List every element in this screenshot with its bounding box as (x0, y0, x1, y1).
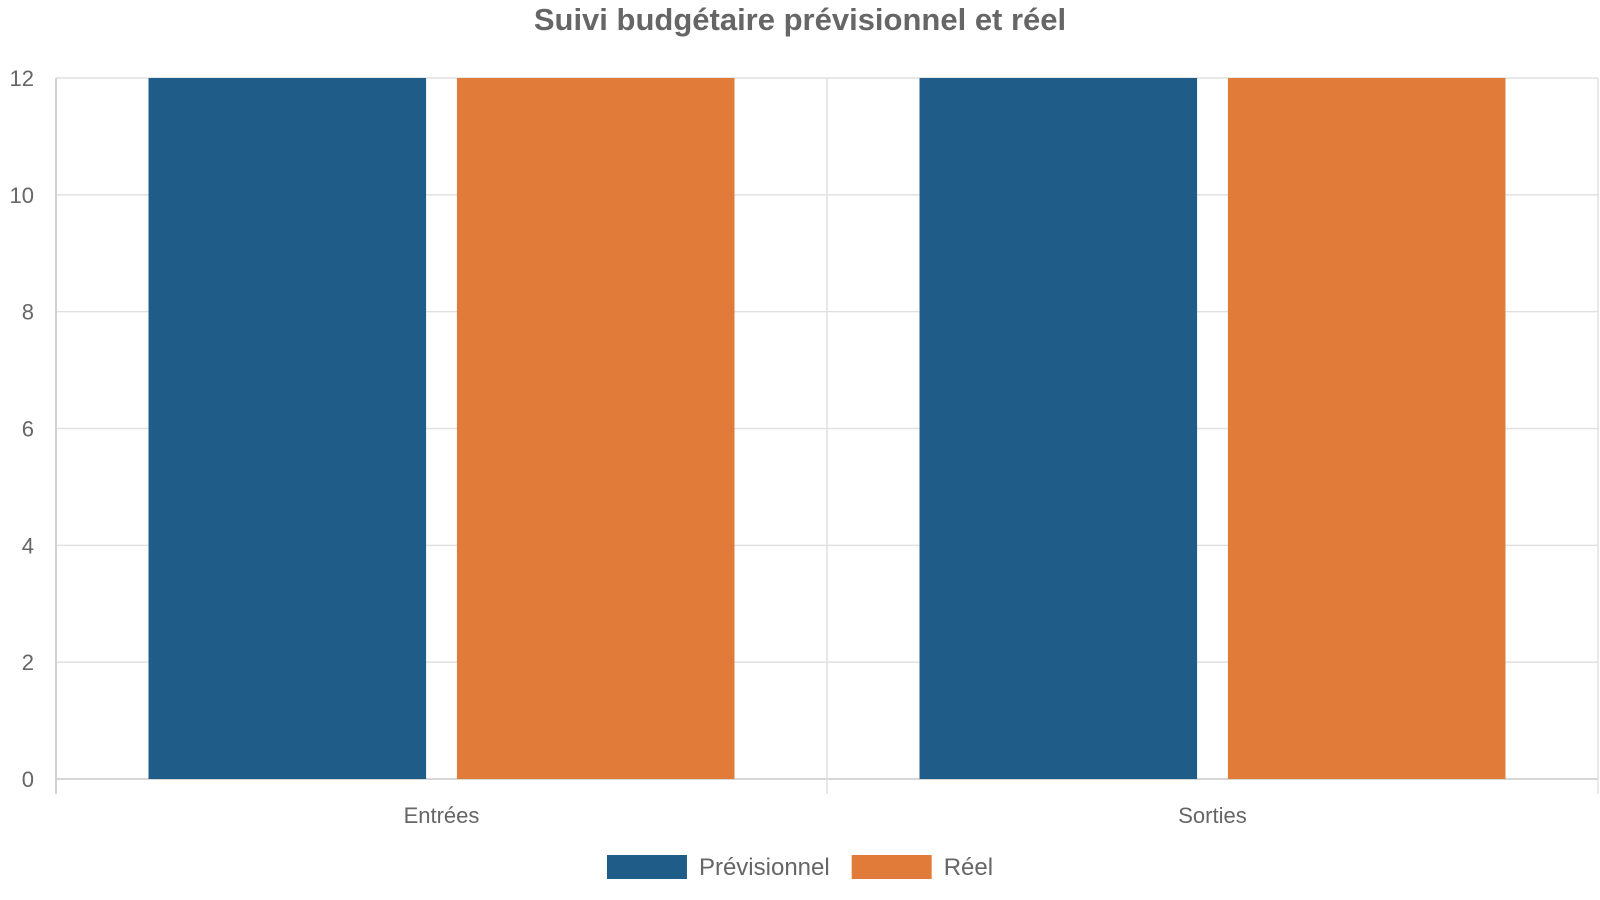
legend: Prévisionnel Réel (606, 854, 993, 881)
y-tick-label: 8 (22, 300, 34, 325)
chart-title: Suivi budgétaire prévisionnel et réel (534, 2, 1066, 37)
legend-swatch (606, 855, 687, 879)
x-tick-label: Sorties (1178, 803, 1246, 828)
y-tick-label: 6 (22, 417, 34, 442)
bar[interactable] (919, 78, 1198, 779)
legend-label: Prévisionnel (699, 854, 830, 881)
legend-swatch (851, 855, 932, 879)
y-tick-label: 12 (10, 66, 34, 91)
y-tick-label: 4 (22, 533, 34, 558)
legend-label: Réel (944, 854, 993, 881)
y-tick-label: 0 (22, 767, 34, 792)
axes: 0 2 4 6 8 10 12 Entrées Sorties (10, 66, 1247, 828)
y-tick-label: 10 (10, 183, 34, 208)
y-tick-label: 2 (22, 650, 34, 675)
bar[interactable] (148, 78, 427, 779)
bar[interactable] (1227, 78, 1506, 779)
bars (148, 78, 1506, 779)
x-tick-label: Entrées (404, 803, 480, 828)
bar[interactable] (456, 78, 735, 779)
